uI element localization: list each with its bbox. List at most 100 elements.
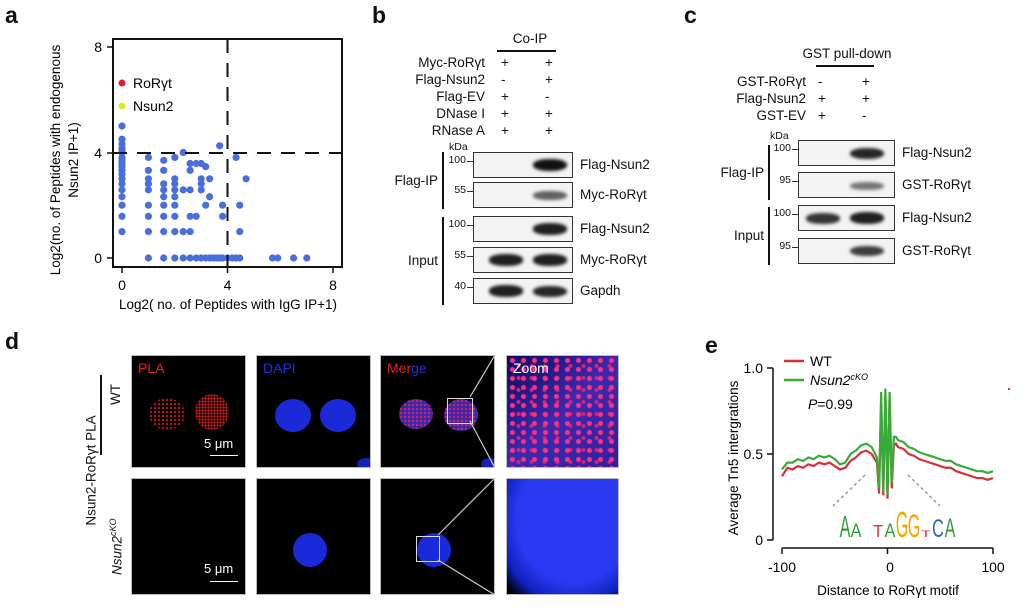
x-tick-label: 0 bbox=[886, 559, 894, 575]
input-bracket bbox=[442, 217, 444, 305]
y-axis-label: Nsun2 IP+1) bbox=[66, 122, 81, 197]
scatter-point bbox=[144, 201, 152, 209]
condition-label: Myc-RoRγt bbox=[418, 55, 485, 70]
scale-bar-label: 5 μm bbox=[204, 561, 234, 576]
scatter-point bbox=[186, 212, 194, 220]
scatter-point bbox=[118, 228, 126, 236]
mw-marker: 100 bbox=[448, 218, 466, 230]
blot-strip bbox=[798, 205, 895, 231]
scatter-point bbox=[171, 175, 179, 183]
scatter-point bbox=[186, 166, 194, 174]
legend-label: RoRγt bbox=[133, 75, 172, 91]
scatter-point bbox=[216, 142, 224, 150]
scatter-point bbox=[197, 180, 205, 188]
merge-label-red: Mer bbox=[387, 360, 412, 376]
lane-sign: - bbox=[818, 74, 823, 89]
y-tick-label: 0 bbox=[755, 532, 763, 548]
lane-sign: + bbox=[545, 106, 553, 121]
scatter-point bbox=[160, 186, 168, 194]
blot-label: Flag-Nsun2 bbox=[902, 210, 972, 225]
scatter-point bbox=[171, 212, 179, 220]
condition-label: Flag-Nsun2 bbox=[415, 72, 485, 87]
blot-strip bbox=[473, 247, 573, 273]
scatter-point bbox=[118, 135, 126, 143]
scatter-chart: 0 4 8 0 4 8 Log2( no. of Peptides with I… bbox=[48, 38, 343, 312]
x-tick-label: -100 bbox=[768, 559, 796, 575]
protein-band bbox=[533, 254, 567, 266]
scatter-point bbox=[236, 201, 244, 209]
protein-band bbox=[489, 285, 523, 297]
mw-marker: 100 bbox=[773, 207, 791, 219]
scatter-point bbox=[118, 193, 126, 201]
scale-bar bbox=[210, 455, 238, 456]
blot-strip bbox=[473, 216, 573, 242]
legend-label-sup: cKO bbox=[850, 372, 868, 382]
scatter-point bbox=[118, 180, 126, 188]
x-tick-label: 4 bbox=[224, 277, 232, 293]
scatter-point bbox=[218, 212, 227, 220]
scale-bar bbox=[210, 581, 238, 582]
channel-label-pla: PLA bbox=[138, 360, 165, 376]
series-line-Nsun2cKO bbox=[781, 388, 994, 496]
scatter-point bbox=[171, 180, 179, 188]
scatter-point bbox=[160, 212, 168, 220]
protein-band bbox=[806, 213, 840, 224]
scatter-point bbox=[186, 159, 194, 168]
mw-marker: 100 bbox=[448, 154, 466, 166]
blot-strip bbox=[798, 238, 895, 264]
scatter-point bbox=[144, 166, 152, 174]
zoom-image-wt: Zoom bbox=[506, 355, 619, 468]
scatter-point bbox=[118, 186, 126, 194]
motif-letter: T bbox=[873, 521, 883, 541]
group-label-flag-ip: Flag-IP bbox=[394, 172, 438, 188]
scatter-point bbox=[160, 166, 168, 174]
flag-ip-bracket bbox=[768, 145, 770, 200]
motif-letter: T bbox=[921, 529, 931, 539]
blot-label: Gapdh bbox=[580, 283, 621, 298]
scatter-point bbox=[144, 180, 152, 188]
scatter-point bbox=[218, 201, 227, 209]
scatter-point bbox=[236, 228, 244, 236]
protein-band bbox=[533, 223, 567, 235]
scatter-point bbox=[290, 254, 298, 262]
scatter-point bbox=[192, 159, 200, 168]
blot-label: GST-RoRγt bbox=[902, 177, 972, 192]
y-tick-label: 0 bbox=[94, 250, 102, 266]
panel-label-e: e bbox=[705, 332, 718, 358]
condition-label: RNase A bbox=[431, 123, 485, 138]
lane-sign: + bbox=[501, 123, 509, 138]
motif-letter: C bbox=[932, 516, 944, 543]
legend-label-text: Nsun2 bbox=[810, 372, 851, 388]
zoom-region-box bbox=[447, 398, 473, 424]
row-label-text: Nsun2 bbox=[109, 535, 125, 575]
row-label-nsun2cko: Nsun2cKO bbox=[108, 518, 125, 575]
blot-strip bbox=[798, 140, 895, 166]
scatter-point bbox=[232, 153, 240, 162]
x-axis-label: Distance to RoRγt motif bbox=[817, 583, 959, 598]
scatter-point bbox=[171, 153, 179, 162]
lane-sign: - bbox=[545, 89, 550, 104]
scatter-point bbox=[118, 201, 126, 209]
header-underline bbox=[816, 65, 874, 67]
blot-strip bbox=[798, 172, 895, 198]
dapi-image-cko bbox=[256, 478, 371, 595]
protein-band bbox=[533, 285, 567, 297]
header-underline bbox=[497, 50, 556, 52]
condition-label: Flag-Nsun2 bbox=[736, 91, 806, 106]
row-divider bbox=[100, 375, 102, 455]
scale-bar-label: 5 μm bbox=[204, 436, 234, 451]
panel-label-d: d bbox=[5, 328, 20, 354]
scatter-point bbox=[202, 201, 210, 209]
series-line-WT bbox=[781, 393, 994, 499]
scatter-point bbox=[171, 186, 179, 194]
blot-label: GST-RoRγt bbox=[902, 243, 972, 258]
motif-letter: A bbox=[885, 519, 897, 541]
scatter-point bbox=[144, 175, 152, 183]
scatter-point bbox=[186, 186, 194, 194]
condition-label: GST-EV bbox=[756, 108, 806, 123]
mw-marker: 95 bbox=[779, 240, 791, 252]
blot-label: Myc-RoRγt bbox=[580, 252, 647, 267]
row-title: Nsun2-RoRγt PLA bbox=[83, 415, 99, 526]
scatter-point bbox=[144, 228, 152, 236]
